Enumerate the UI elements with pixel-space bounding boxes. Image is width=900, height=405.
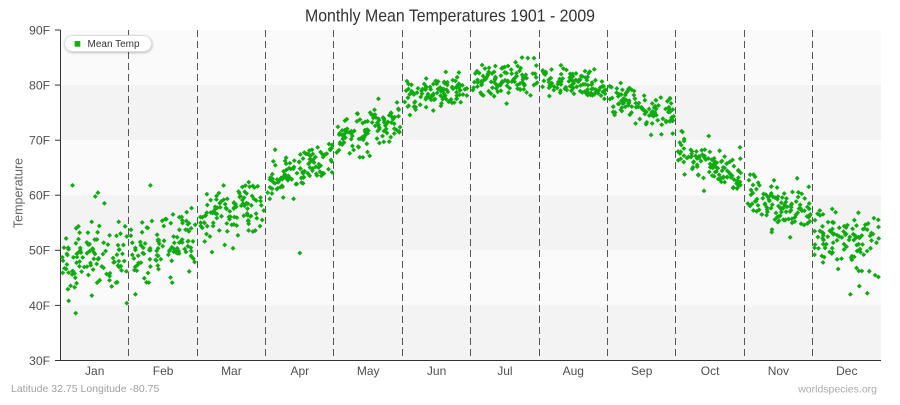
svg-text:80F: 80F [29, 79, 51, 93]
svg-text:Monthly Mean Temperatures 1901: Monthly Mean Temperatures 1901 - 2009 [305, 6, 595, 26]
svg-text:70F: 70F [29, 134, 51, 148]
svg-text:Jun: Jun [427, 364, 446, 378]
svg-text:worldspecies.org: worldspecies.org [797, 384, 877, 396]
svg-text:Mar: Mar [221, 364, 242, 378]
svg-text:40F: 40F [29, 299, 51, 313]
svg-text:Mean Temp: Mean Temp [88, 39, 141, 50]
svg-text:Jul: Jul [497, 364, 512, 378]
svg-text:Sep: Sep [631, 364, 653, 378]
svg-text:Jan: Jan [85, 364, 104, 378]
svg-text:Temperature: Temperature [12, 158, 26, 228]
svg-text:Apr: Apr [290, 364, 309, 378]
svg-text:Aug: Aug [563, 364, 584, 378]
svg-text:Latitude 32.75 Longitude -80.7: Latitude 32.75 Longitude -80.75 [11, 383, 159, 395]
svg-text:90F: 90F [29, 23, 51, 37]
svg-text:May: May [357, 364, 380, 378]
svg-text:Oct: Oct [701, 364, 720, 378]
svg-text:Feb: Feb [153, 364, 174, 378]
svg-text:50F: 50F [29, 244, 51, 258]
svg-text:30F: 30F [29, 354, 51, 368]
svg-text:Dec: Dec [836, 364, 857, 378]
svg-text:60F: 60F [29, 189, 51, 203]
svg-text:Nov: Nov [768, 364, 789, 378]
